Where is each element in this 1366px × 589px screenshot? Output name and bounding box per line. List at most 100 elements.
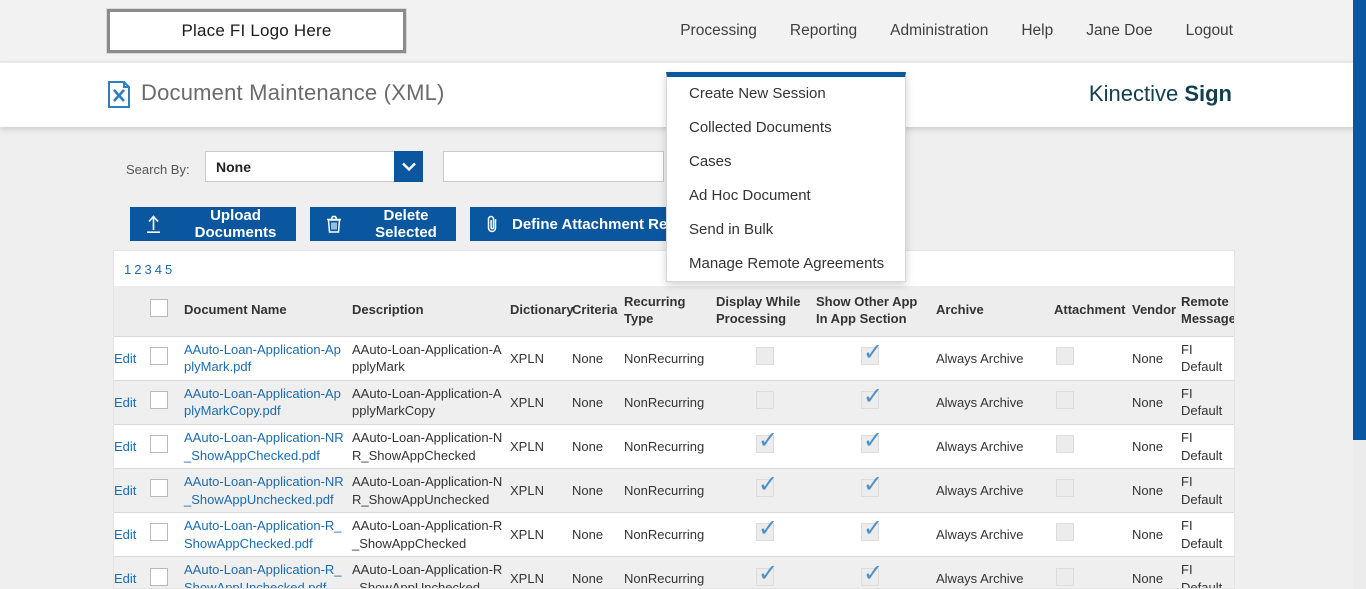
show-other-app-checkbox[interactable]: ✓ [861,471,883,498]
cell-edit: Edit [114,335,150,381]
cell-recurring: NonRecurring [624,335,716,381]
cell-vendor: None [1132,468,1181,513]
delete-selected-label: Delete Selected [375,207,437,241]
edit-link[interactable]: Edit [114,482,137,498]
search-by-select[interactable]: None [205,151,423,182]
attachment-checkbox[interactable] [1056,479,1074,498]
cell-description: AAuto-Loan-Application-ApplyMark [352,335,510,381]
cell-criteria: None [572,468,624,513]
nav-item-reporting[interactable]: Reporting [789,22,858,39]
page-link-1[interactable]: 1 [124,262,135,277]
top-bar: Place FI Logo Here Processing Reporting Ad… [0,0,1366,62]
cell-attachment [1054,468,1132,513]
menu-item-send-in-bulk[interactable]: Send in Bulk [689,221,774,238]
edit-link[interactable]: Edit [114,394,137,410]
cell-recurring: NonRecurring [624,379,716,425]
show-other-app-checkbox[interactable]: ✓ [861,427,883,454]
document-name-link[interactable]: AAuto-Loan-Application-ApplyMark.pdf [184,341,341,375]
edit-link[interactable]: Edit [114,350,137,366]
display-while-processing-checkbox[interactable]: ✓ [756,471,778,498]
display-while-processing-checkbox[interactable]: ✓ [756,560,778,587]
cell-vendor: None [1132,512,1181,557]
fi-logo-placeholder: Place FI Logo Here [107,9,406,53]
header-attachment: Attachment [1054,286,1132,337]
page-link-5[interactable]: 5 [164,262,176,277]
cell-select [150,335,184,381]
attachment-checkbox[interactable] [1056,435,1074,454]
show-other-app-checkbox[interactable]: ✓ [861,515,883,542]
cell-attachment [1054,379,1132,425]
cell-criteria: None [572,379,624,425]
page-link-3[interactable]: 3 [144,262,155,277]
cell-show-other-app: ✓ [816,335,936,381]
nav-item-logout[interactable]: Logout [1185,22,1233,39]
menu-item-create-new-session[interactable]: Create New Session [689,85,826,102]
nav-item-help[interactable]: Help [1021,22,1054,39]
display-while-processing-checkbox[interactable]: ✓ [756,427,778,454]
document-name-link[interactable]: AAuto-Loan-Application-NR_ShowAppChecked… [184,429,344,463]
page-link-2[interactable]: 2 [134,262,145,277]
cell-edit: Edit [114,556,150,588]
display-while-processing-checkbox[interactable]: ✓ [756,515,778,542]
cell-document-name: AAuto-Loan-Application-R_ShowAppUnchecke… [184,556,352,589]
attachment-checkbox[interactable] [1056,391,1074,410]
table-row: Edit AAuto-Loan-Application-NR_ShowAppChe… [114,423,1234,469]
page-link-4[interactable]: 4 [154,262,165,277]
edit-link[interactable]: Edit [114,526,137,542]
cell-description: AAuto-Loan-Application-NR_ShowAppUncheck… [352,468,510,513]
cell-document-name: AAuto-Loan-Application-ApplyMarkCopy.pdf [184,379,352,425]
row-checkbox[interactable] [150,435,168,454]
nav-item-processing[interactable]: Processing [680,22,757,39]
display-while-processing-checkbox[interactable] [756,391,774,410]
cell-description: AAuto-Loan-Application-R_ShowAppChecked [352,512,510,557]
header-archive: Archive [936,286,1054,337]
cell-display-while-processing: ✓ [716,556,816,588]
cell-criteria: None [572,556,624,588]
cell-vendor: None [1132,423,1181,469]
menu-item-ad-hoc-document[interactable]: Ad Hoc Document [689,187,811,204]
table-row: Edit AAuto-Loan-Application-R_ShowAppChec… [114,512,1234,557]
select-all-checkbox[interactable] [150,299,168,318]
row-checkbox[interactable] [150,391,168,410]
row-checkbox[interactable] [150,523,168,542]
menu-item-collected-documents[interactable]: Collected Documents [689,119,832,136]
document-name-link[interactable]: AAuto-Loan-Application-ApplyMarkCopy.pdf [184,385,341,419]
cell-attachment [1054,423,1132,469]
cell-remote-message: FI Default [1181,556,1234,588]
row-checkbox[interactable] [150,567,168,586]
check-icon: ✓ [758,471,779,499]
show-other-app-checkbox[interactable]: ✓ [861,383,883,410]
cell-select [150,556,184,588]
menu-item-manage-remote-agreements[interactable]: Manage Remote Agreements [689,255,885,272]
document-name-link[interactable]: AAuto-Loan-Application-NR_ShowAppUncheck… [184,474,344,507]
attachment-checkbox[interactable] [1056,347,1074,366]
header-recurring-type: Recurring Type [624,286,716,337]
show-other-app-checkbox[interactable]: ✓ [861,339,883,366]
cell-archive: Always Archive [936,468,1054,513]
show-other-app-checkbox[interactable]: ✓ [861,560,883,587]
attachment-checkbox[interactable] [1056,567,1074,586]
edit-link[interactable]: Edit [114,571,137,587]
page-title: Document Maintenance (XML) [141,80,445,105]
check-icon: ✓ [863,339,884,367]
document-name-link[interactable]: AAuto-Loan-Application-R_ShowAppChecked.… [184,518,342,551]
row-checkbox[interactable] [150,479,168,498]
header-edit [114,286,150,337]
select-dropdown-button[interactable] [394,151,423,182]
scrollbar-track[interactable] [1353,0,1366,589]
upload-documents-button[interactable]: Upload Documents [130,207,296,241]
table-header-row: Document Name Description Dictionary Cri… [114,286,1234,337]
menu-item-cases[interactable]: Cases [689,153,732,170]
scrollbar-thumb[interactable] [1353,0,1366,440]
nav-item-administration[interactable]: Administration [890,22,989,39]
delete-selected-button[interactable]: Delete Selected [310,207,456,241]
search-input[interactable] [443,151,664,182]
nav-item-jane-doe[interactable]: Jane Doe [1086,22,1153,39]
attachment-checkbox[interactable] [1056,523,1074,542]
cell-dictionary: XPLN [510,512,572,557]
row-checkbox[interactable] [150,347,168,366]
check-icon: ✓ [758,515,779,543]
edit-link[interactable]: Edit [114,438,137,454]
document-name-link[interactable]: AAuto-Loan-Application-R_ShowAppUnchecke… [184,562,342,589]
display-while-processing-checkbox[interactable] [756,347,774,366]
